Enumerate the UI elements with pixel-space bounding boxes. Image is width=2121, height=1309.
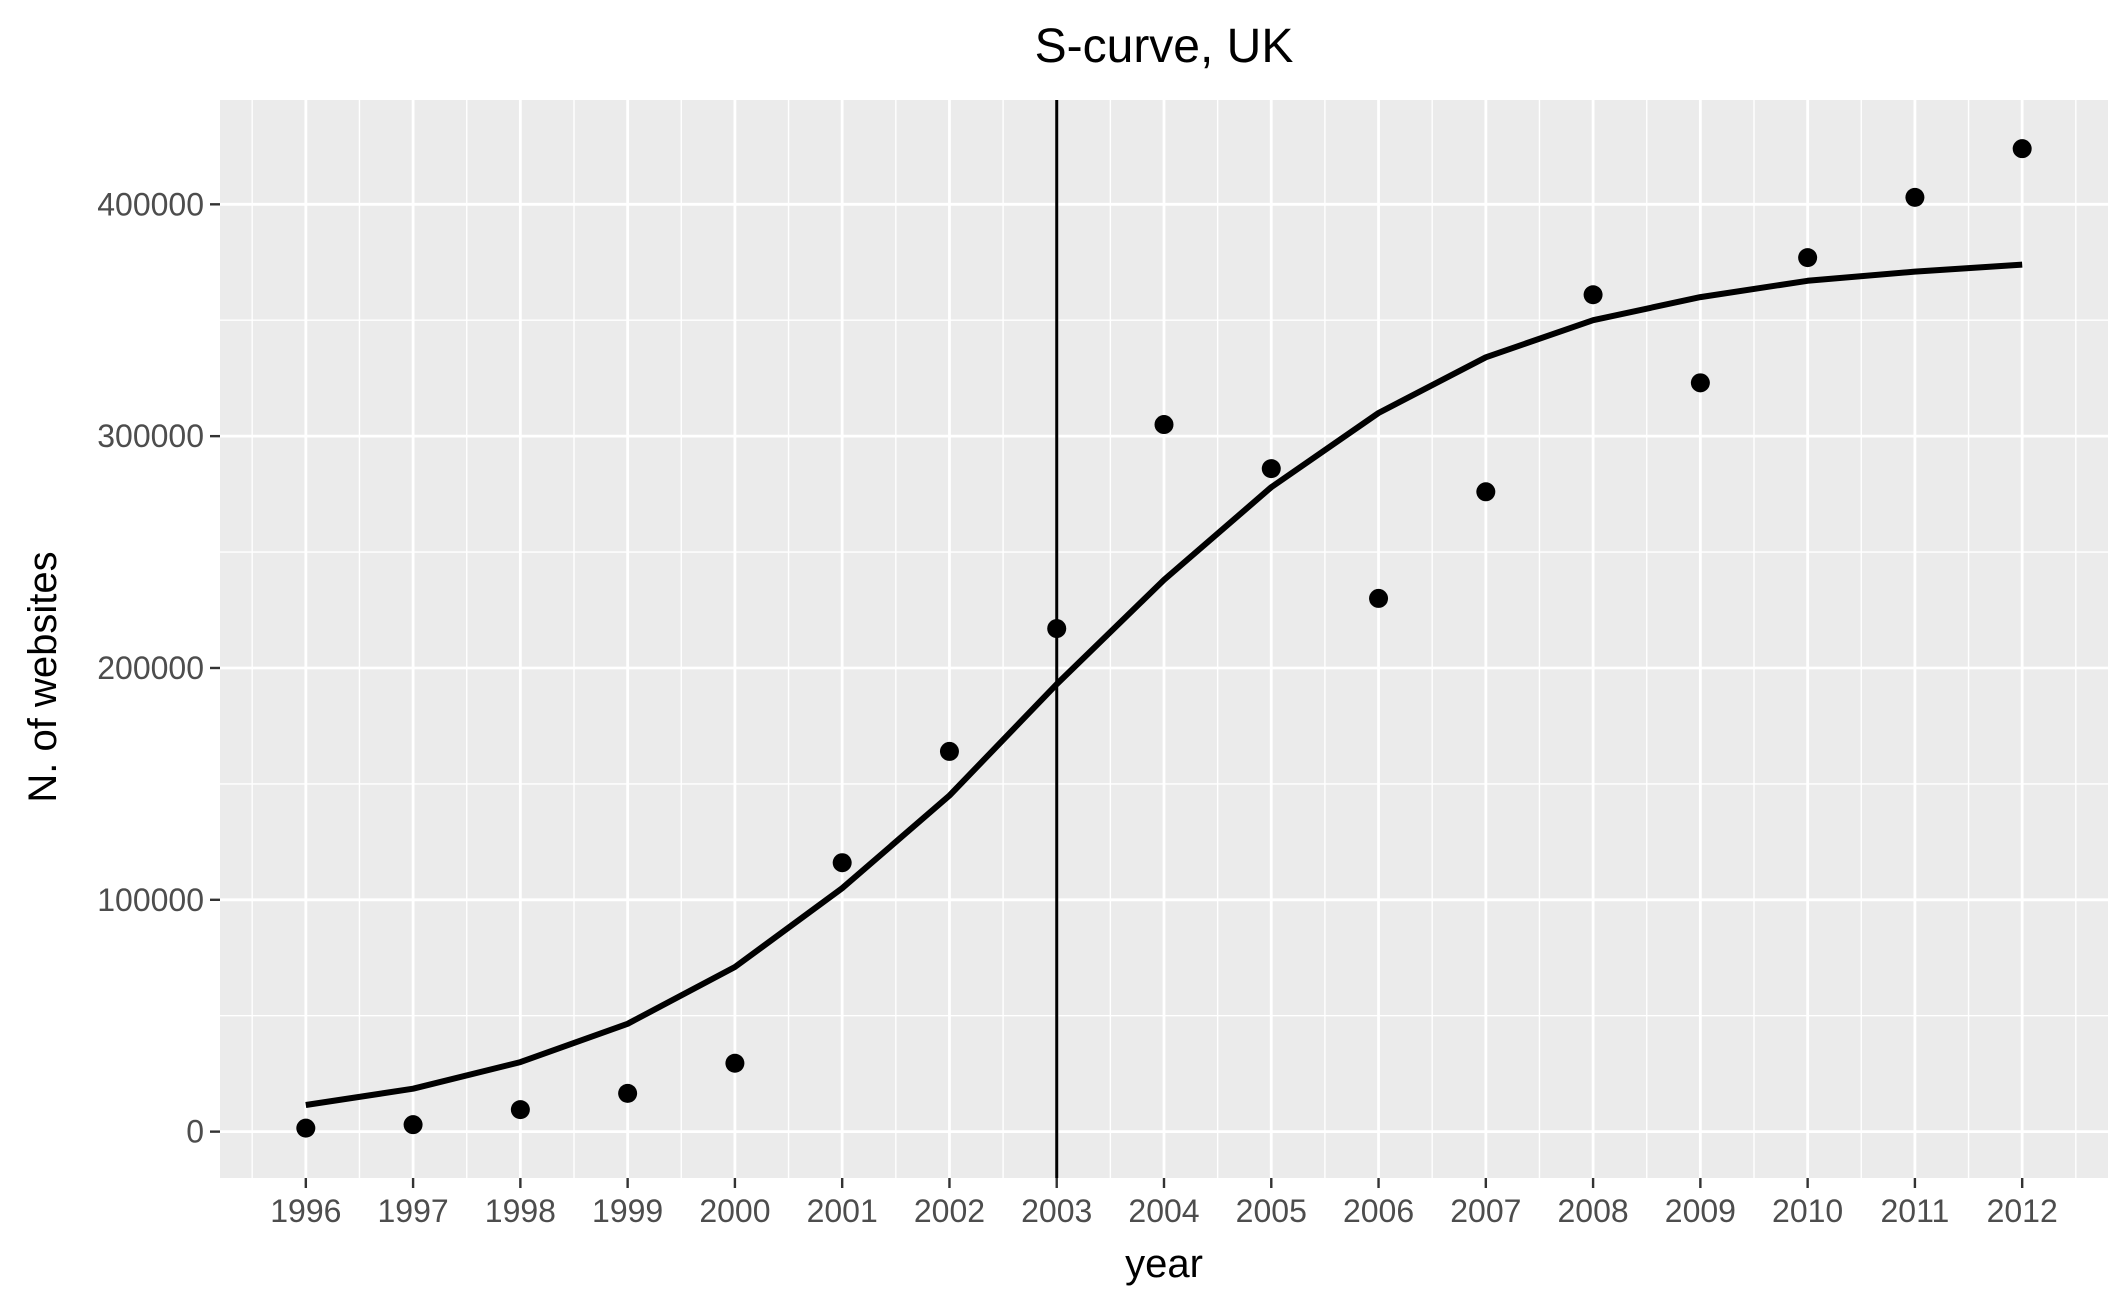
- data-points-layer: [296, 139, 2032, 1138]
- x-tick-label: 2003: [1021, 1193, 1092, 1229]
- major-gridlines: [220, 100, 2108, 1178]
- data-point-2009: [1690, 373, 1710, 393]
- x-tick-label: 1998: [485, 1193, 556, 1229]
- x-tick-label: 2005: [1236, 1193, 1307, 1229]
- data-point-1996: [296, 1118, 316, 1138]
- y-tick-label: 200000: [97, 650, 204, 686]
- data-point-2005: [1261, 459, 1281, 479]
- y-axis: 0 100000 200000 300000 400000: [97, 186, 220, 1150]
- chart-title: S-curve, UK: [1035, 20, 1294, 73]
- x-tick-label: 2001: [807, 1193, 878, 1229]
- y-tick-label: 0: [186, 1114, 204, 1150]
- x-tick-label: 2010: [1772, 1193, 1843, 1229]
- x-tick-label: 2004: [1128, 1193, 1199, 1229]
- data-point-2010: [1798, 248, 1818, 268]
- data-point-2004: [1154, 415, 1174, 435]
- data-point-1998: [510, 1100, 530, 1120]
- data-point-2007: [1476, 482, 1496, 502]
- y-tick-label: 100000: [97, 882, 204, 918]
- data-point-1999: [618, 1083, 638, 1103]
- x-axis-title: year: [1125, 1242, 1203, 1286]
- fitted-s-curve-line: [305, 261, 2023, 1108]
- y-axis-title: N. of websites: [21, 551, 65, 802]
- data-point-2008: [1583, 285, 1603, 305]
- data-point-2012: [2012, 139, 2032, 159]
- x-tick-label: 1999: [592, 1193, 663, 1229]
- x-tick-label: 2007: [1450, 1193, 1521, 1229]
- y-tick-label: 300000: [97, 418, 204, 454]
- x-tick-label: 2011: [1881, 1193, 1950, 1229]
- y-tick-label: 400000: [97, 186, 204, 222]
- x-tick-label: 1997: [377, 1193, 448, 1229]
- x-tick-label: 2000: [699, 1193, 770, 1229]
- data-point-2001: [832, 853, 852, 873]
- x-tick-label: 2006: [1343, 1193, 1414, 1229]
- x-tick-label: 2009: [1665, 1193, 1736, 1229]
- x-axis: 1996 1997 1998 1999 2000 2001 2002 2003 2004 2005…: [270, 1178, 2058, 1229]
- x-tick-label: 2012: [1987, 1193, 2058, 1229]
- x-tick-label: 2002: [914, 1193, 985, 1229]
- data-point-2006: [1369, 588, 1389, 608]
- x-tick-label: 1996: [270, 1193, 341, 1229]
- data-point-2011: [1905, 187, 1925, 207]
- data-point-2002: [939, 741, 959, 761]
- data-point-1997: [403, 1115, 423, 1135]
- data-point-2003: [1047, 619, 1067, 639]
- data-point-2000: [725, 1053, 745, 1073]
- x-tick-label: 2008: [1557, 1193, 1628, 1229]
- fitted-curve-layer: [305, 261, 2023, 1108]
